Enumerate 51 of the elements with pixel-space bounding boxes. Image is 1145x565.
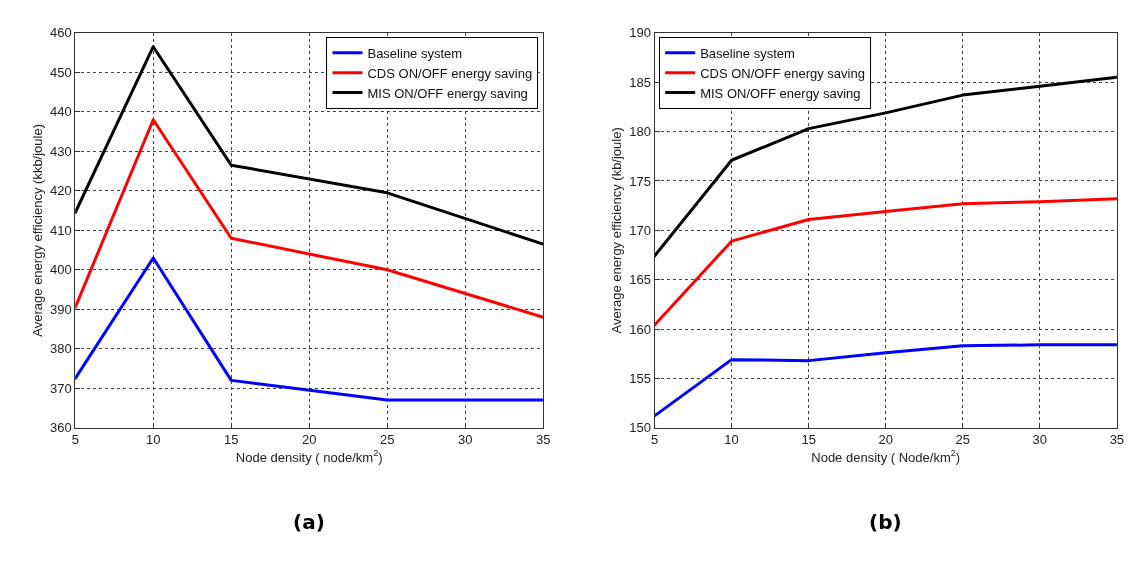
y-tick-label: 460	[49, 25, 72, 41]
text: (a)	[293, 510, 325, 534]
y-tick-label: 440	[49, 104, 72, 120]
y-tick-label: 370	[49, 380, 72, 396]
x-tick-label: 15	[224, 432, 239, 448]
x-tick-label: 25	[379, 432, 395, 448]
line-series	[654, 197, 1117, 327]
y-tick-label: 410	[49, 222, 72, 238]
x-tick-label: 5	[71, 432, 79, 448]
x-axis-title: Node density ( Node/km$^{2}$)	[811, 448, 961, 465]
legend-label: MIS ON/OFF energy saving	[700, 85, 861, 101]
y-tick-label: 155	[629, 370, 651, 386]
y-tick-label: 160	[629, 321, 651, 337]
y-tick-label: 180	[629, 124, 651, 140]
y-tick-label: 390	[49, 301, 72, 317]
y-tick-label: 450	[49, 64, 72, 80]
x-tick-label: 20	[301, 432, 317, 448]
legend-label: MIS ON/OFF energy saving	[367, 85, 528, 101]
legend-label: Baseline system	[367, 45, 463, 61]
x-tick-label: 25	[955, 432, 970, 448]
x-tick-label: 30	[1032, 432, 1048, 448]
y-axis-title: Average energy efficiency (kkb/joule)	[29, 123, 45, 337]
x-tick-label: 10	[724, 432, 739, 448]
line-series	[75, 256, 544, 402]
line-series	[654, 343, 1117, 418]
y-tick-label: 175	[629, 173, 651, 189]
x-tick-label: 35	[1109, 432, 1125, 448]
x-tick-label: 30	[457, 432, 473, 448]
text: (b)	[869, 510, 902, 534]
x-axis-title: Node density ( node/km$^{2}$)	[235, 448, 383, 465]
x-tick-label: 35	[535, 432, 551, 448]
x-tick-label: 10	[146, 432, 161, 448]
x-tick-label: 15	[801, 432, 816, 448]
y-tick-label: 170	[629, 222, 651, 238]
line-series	[75, 45, 544, 246]
legend-label: CDS ON/OFF energy saving	[367, 65, 533, 81]
y-tick-label: 360	[49, 420, 72, 436]
y-tick-label: 165	[629, 272, 651, 288]
y-tick-label: 190	[629, 25, 651, 41]
y-tick-label: 185	[629, 74, 651, 90]
legend-label: Baseline system	[700, 45, 795, 61]
legend-label: CDS ON/OFF energy saving	[700, 65, 865, 81]
x-tick-label: 20	[878, 432, 893, 448]
y-tick-label: 380	[49, 341, 72, 357]
y-axis-title: Average energy efficiency (kb/joule)	[609, 127, 625, 334]
y-tick-label: 400	[49, 262, 72, 278]
line-series	[75, 118, 544, 319]
x-tick-label: 5	[650, 432, 659, 448]
y-tick-label: 150	[629, 420, 651, 436]
y-tick-label: 430	[49, 143, 72, 159]
y-tick-label: 420	[49, 183, 72, 199]
